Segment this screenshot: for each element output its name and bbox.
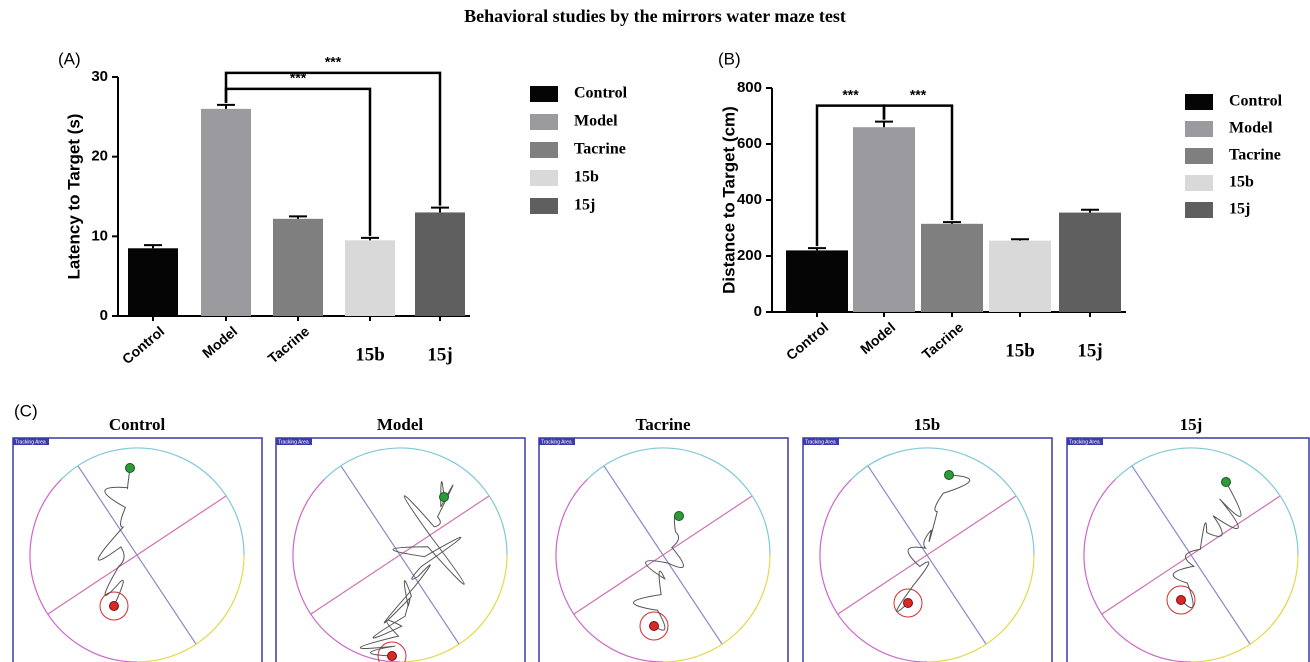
start-dot [1222, 478, 1231, 487]
significance-bracket [226, 73, 440, 206]
tracking-label: Tracking Area [805, 439, 836, 445]
end-dot [904, 599, 913, 608]
legend-label: Control [1229, 93, 1283, 110]
panel-title: 15b [914, 415, 940, 434]
panel-title: Control [109, 415, 166, 434]
start-dot [945, 471, 954, 480]
x-tick-label: 15b [1005, 340, 1035, 361]
x-tick-label: Model [857, 319, 898, 357]
panel-label: (B) [718, 49, 741, 68]
bar [345, 240, 395, 316]
bar [128, 248, 178, 316]
legend-label: Model [574, 113, 618, 130]
x-tick-label: Tacrine [265, 323, 313, 367]
y-tick-label: 10 [91, 227, 108, 244]
x-tick-label: 15j [427, 344, 452, 365]
tracking-frame [539, 438, 788, 662]
legend-swatch [1185, 121, 1213, 137]
legend-label: Control [574, 85, 628, 102]
legend-swatch [1185, 148, 1213, 164]
y-tick-label: 600 [737, 135, 762, 152]
tracking-frame [276, 438, 525, 662]
legend-label: 15b [1229, 174, 1254, 191]
legend-swatch [530, 86, 558, 102]
start-dot [126, 464, 135, 473]
x-tick-label: Tacrine [919, 319, 967, 363]
legend-label: 15j [1229, 201, 1250, 218]
end-dot [1177, 596, 1186, 605]
tracking-label: Tracking Area [541, 439, 572, 445]
significance-label: *** [325, 54, 342, 70]
legend-swatch [530, 198, 558, 214]
end-dot [650, 622, 659, 631]
end-dot [388, 652, 397, 661]
y-tick-label: 800 [737, 79, 762, 96]
legend-swatch [530, 142, 558, 158]
y-tick-label: 400 [737, 191, 762, 208]
bar [853, 127, 915, 312]
tracking-frame [13, 438, 262, 662]
legend-swatch [530, 170, 558, 186]
legend-label: Tacrine [574, 141, 626, 158]
significance-label: *** [910, 86, 927, 102]
bar [273, 219, 323, 316]
legend-swatch [530, 114, 558, 130]
x-tick-label: Control [119, 323, 167, 367]
x-tick-label: 15j [1077, 340, 1102, 361]
panel-title: Model [377, 415, 424, 434]
panel-title: Tacrine [635, 415, 691, 434]
end-dot [110, 602, 119, 611]
bar [415, 212, 465, 316]
legend-label: 15b [574, 169, 599, 186]
start-dot [440, 493, 449, 502]
y-tick-label: 20 [91, 148, 108, 165]
y-tick-label: 30 [91, 68, 108, 85]
legend-swatch [1185, 175, 1213, 191]
tracking-label: Tracking Area [15, 439, 46, 445]
legend-swatch [1185, 94, 1213, 110]
panel-label: (C) [14, 401, 38, 420]
y-tick-label: 0 [100, 307, 108, 324]
tracking-frame [803, 438, 1052, 662]
legend-label: Model [1229, 120, 1273, 137]
panel-label: (A) [58, 49, 81, 68]
legend-label: 15j [574, 197, 595, 214]
start-dot [675, 512, 684, 521]
x-tick-label: Model [199, 323, 240, 361]
bar [1059, 213, 1121, 312]
tracking-label: Tracking Area [278, 439, 309, 445]
y-axis-label: Latency to Target (s) [64, 114, 83, 280]
y-tick-label: 200 [737, 247, 762, 264]
significance-label: *** [842, 86, 859, 102]
y-axis-label: Distance to Target (cm) [719, 106, 738, 294]
y-tick-label: 0 [754, 303, 762, 320]
figure: Behavioral studies by the mirrors water … [0, 0, 1310, 662]
bar [201, 109, 251, 316]
legend-swatch [1185, 202, 1213, 218]
bar [921, 224, 983, 312]
legend-label: Tacrine [1229, 147, 1281, 164]
bar [786, 250, 848, 312]
tracking-label: Tracking Area [1069, 439, 1100, 445]
bar [989, 241, 1051, 312]
panel-title: 15j [1180, 415, 1203, 434]
x-tick-label: 15b [355, 344, 385, 365]
figure-title: Behavioral studies by the mirrors water … [464, 6, 846, 26]
x-tick-label: Control [783, 319, 831, 363]
